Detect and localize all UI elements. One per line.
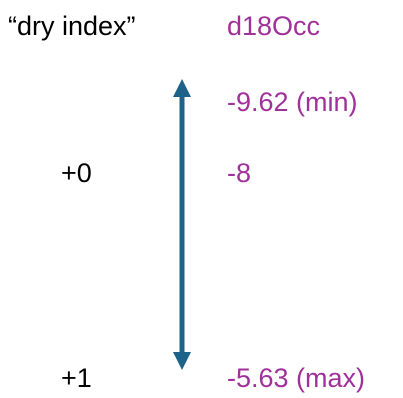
d18occ-mid-label: -8 [227,158,252,188]
dry-index-heading: “dry index” [8,11,136,41]
dry-index-zero-label: +0 [61,158,92,188]
dry-index-one-label: +1 [61,363,92,393]
d18occ-max-label: -5.63 (max) [227,363,366,393]
arrow-head-down [173,352,191,370]
d18occ-min-label: -9.62 (min) [227,87,358,117]
d18occ-heading: d18Occ [227,11,321,41]
arrow-head-up [173,79,191,97]
